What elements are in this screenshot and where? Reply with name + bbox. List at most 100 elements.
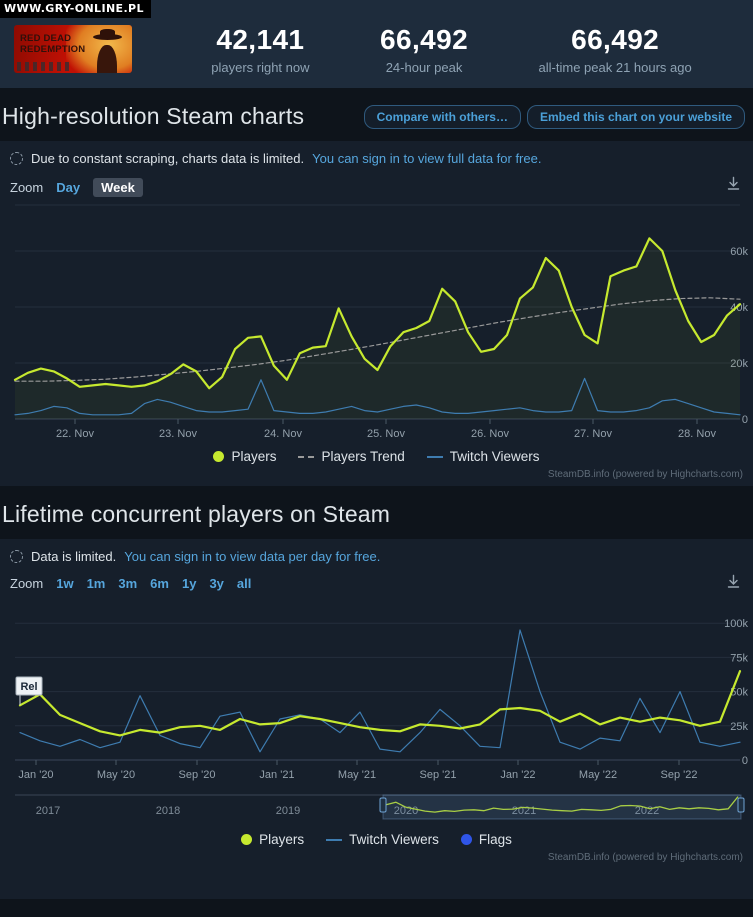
player-stats: 42,141 players right now 66,492 24-hour … [132,24,753,75]
zoom-option-week-selected[interactable]: Week [93,178,143,197]
capsule-figures [17,62,69,71]
flag-label: Rel [20,681,37,693]
x-axis-label: Jan '21 [259,769,294,781]
x-axis-label: Sep '21 [420,769,457,781]
lifetime-chart-footer: Players Twitch Viewers Flags SteamDB.inf… [0,828,753,869]
twitch-marker-icon [326,838,343,841]
y-axis-label: 0 [742,414,748,426]
scraping-notice: Due to constant scraping, charts data is… [0,141,753,169]
section1-heading-row: High-resolution Steam charts Compare wit… [0,88,753,141]
x-axis-label: Sep '20 [179,769,216,781]
chart-credit: SteamDB.info (powered by Highcharts.com) [547,469,743,480]
lifetime-chart-panel: Data is limited. You can sign in to view… [0,539,753,899]
stats-header: RED DEAD REDEMPTION 42,141 players right… [0,0,753,88]
header-buttons: Compare with others… Embed this chart on… [363,104,745,129]
zoom-option-6m[interactable]: 6m [150,576,169,591]
lifetime-chart-canvas[interactable]: 0 25k 50k 75k 100k Jan '20 May '20 Sep '20 Jan '… [0,594,753,786]
stat-current-players: 42,141 players right now [211,24,309,75]
zoom-option-3m[interactable]: 3m [118,576,138,591]
legend-item-twitch-viewers[interactable]: Twitch Viewers [326,832,439,847]
section2-heading-row: Lifetime concurrent players on Steam [0,486,753,539]
zoom-option-1y[interactable]: 1y [181,576,197,591]
lifetime-zoom-row: Zoom 1w 1m 3m 6m 1y 3y all [0,567,753,594]
notice-text: Data is limited. [31,549,117,564]
page-title: High-resolution Steam charts [2,103,305,129]
x-axis-label: 25. Nov [367,428,405,440]
legend-item-flags[interactable]: Flags [460,832,512,847]
legend-label: Players [259,832,305,847]
stat-value: 42,141 [216,23,305,55]
game-logo-text: RED DEAD REDEMPTION [20,33,86,55]
week-chart-panel: Due to constant scraping, charts data is… [0,141,753,486]
navigator-mini-line [385,796,739,813]
sign-in-link[interactable]: You can sign in to view data per day for… [124,549,381,564]
embed-button[interactable]: Embed this chart on your website [526,104,745,129]
y-axis-label: 100k [724,618,748,630]
x-axis-label: 22. Nov [56,428,94,440]
navigator-year-label: 2019 [276,805,300,817]
stat-alltime-peak: 66,492 all-time peak 21 hours ago [539,24,692,75]
stat-label: players right now [211,59,310,75]
stat-value: 66,492 [380,23,469,55]
lifetime-title: Lifetime concurrent players on Steam [2,501,391,527]
compare-button[interactable]: Compare with others… [363,104,521,129]
week-chart-canvas[interactable]: 0 20k 40k 60k 22. Nov 23. Nov 24. Nov 25. Nov 26… [0,200,753,445]
zoom-option-day[interactable]: Day [56,180,81,195]
navigator-canvas[interactable]: 201720182019202020212022 [0,786,753,828]
zoom-option-1m[interactable]: 1m [86,576,106,591]
dashed-circle-icon [10,152,23,165]
stat-label: all-time peak 21 hours ago [538,59,692,75]
cowboy-icon [93,34,122,40]
legend-item-players[interactable]: Players [241,832,304,847]
y-axis-label: 60k [730,246,748,258]
twitch-marker-icon [426,455,443,458]
players-line [13,237,742,390]
zoom-label: Zoom [10,576,44,591]
x-axis-label: May '21 [338,769,376,781]
zoom-option-3y[interactable]: 3y [209,576,224,591]
flag-marker[interactable] [15,676,43,696]
stat-value: 66,492 [571,23,660,55]
navigator-handle[interactable] [379,797,387,813]
legend-label: Players [231,449,277,464]
lifetime-legend: Players Twitch Viewers Flags [0,832,753,847]
x-axis-label: 24. Nov [264,428,302,440]
y-axis-label: 40k [730,302,748,314]
legend-item-twitch-viewers[interactable]: Twitch Viewers [426,449,540,464]
twitch-viewers-line [19,629,741,753]
game-capsule[interactable]: RED DEAD REDEMPTION [14,25,132,73]
legend-label: Players Trend [321,449,405,464]
twitch-viewers-line [14,377,741,416]
navigator-selection[interactable] [382,794,742,820]
trend-marker-icon [298,455,315,458]
legend-label: Twitch Viewers [449,449,540,464]
players-marker-icon [213,451,225,462]
navigator-year-label: 2018 [156,805,180,817]
download-icon[interactable] [726,574,741,589]
navigator-handle[interactable] [737,797,745,813]
legend-label: Twitch Viewers [349,832,439,847]
sign-in-link[interactable]: You can sign in to view full data for fr… [312,151,542,166]
week-legend: Players Players Trend Twitch Viewers [0,449,753,464]
x-axis-label: 26. Nov [471,428,509,440]
limited-data-notice: Data is limited. You can sign in to view… [0,539,753,567]
zoom-option-all[interactable]: all [236,576,252,591]
x-axis-label: Jan '20 [18,769,53,781]
legend-item-players-trend[interactable]: Players Trend [298,449,405,464]
x-axis-label: 27. Nov [574,428,612,440]
navigator-year-label: 2017 [36,805,60,817]
zoom-option-1w[interactable]: 1w [56,576,74,591]
stat-label: 24-hour peak [385,59,463,75]
legend-item-players[interactable]: Players [213,449,276,464]
dashed-circle-icon [10,550,23,563]
chart-credit: SteamDB.info (powered by Highcharts.com) [547,852,743,863]
y-axis-label: 75k [730,652,748,664]
players-line [18,669,742,737]
download-icon[interactable] [726,176,741,191]
notice-text: Due to constant scraping, charts data is… [31,151,305,166]
week-chart-footer: Players Players Trend Twitch Viewers Ste… [0,445,753,486]
y-axis-label: 0 [742,755,748,767]
players-marker-icon [241,834,253,845]
cowboy-body-icon [97,45,117,73]
y-axis-label: 50k [730,687,748,699]
